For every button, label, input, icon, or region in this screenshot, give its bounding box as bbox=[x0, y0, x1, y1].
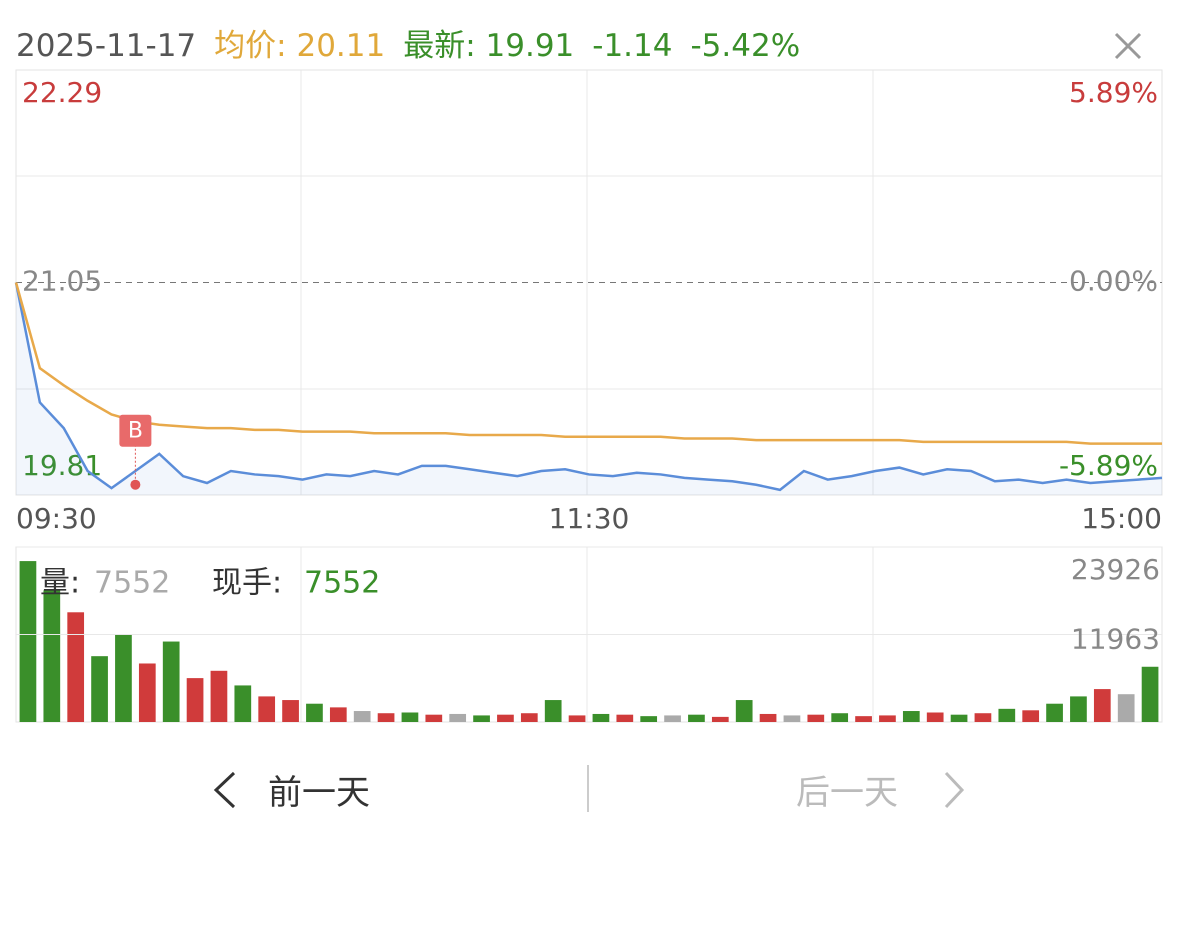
series-line bbox=[14, 282, 1162, 445]
volume-bar bbox=[377, 713, 395, 722]
avg-price: 均价: 20.11 bbox=[214, 28, 386, 64]
volume-label: 量: bbox=[40, 566, 80, 601]
volume-bar bbox=[1070, 696, 1087, 722]
volume-bar bbox=[306, 703, 323, 722]
volume-bar bbox=[1117, 694, 1135, 722]
volume-bar bbox=[91, 656, 108, 722]
change-pct: -5.42% bbox=[690, 28, 801, 64]
volume-bar bbox=[258, 696, 276, 722]
volume-bar bbox=[759, 713, 777, 722]
volume-value: 7552 bbox=[94, 566, 170, 601]
hand-value: 7552 bbox=[304, 566, 380, 601]
volume-bar bbox=[688, 714, 705, 722]
volume-bar bbox=[19, 561, 37, 722]
volume-bar bbox=[783, 715, 801, 722]
y-tick-label: 23926 bbox=[1071, 553, 1160, 586]
next-day[interactable]: 后一天 bbox=[796, 773, 898, 813]
x-tick-label: 15:00 bbox=[1081, 502, 1162, 535]
hand-label: 现手: bbox=[212, 566, 282, 601]
trade-label: B bbox=[128, 419, 143, 444]
volume-bar bbox=[329, 707, 347, 722]
trade-point bbox=[130, 479, 141, 490]
x-tick-label: 09:30 bbox=[16, 502, 97, 535]
date: 2025-11-17 bbox=[16, 28, 197, 64]
volume-bar bbox=[711, 716, 729, 722]
volume-bar bbox=[162, 641, 180, 722]
volume-bar bbox=[879, 715, 896, 722]
volume-bar bbox=[67, 612, 85, 722]
y-tick-label: 22.29 bbox=[22, 76, 102, 109]
volume-bar bbox=[115, 634, 132, 722]
volume-bar bbox=[926, 712, 944, 722]
volume-bar bbox=[902, 711, 920, 722]
volume-bar bbox=[544, 700, 562, 722]
volume-bar bbox=[138, 663, 156, 722]
volume-bar bbox=[640, 716, 658, 722]
volume-bar bbox=[473, 715, 490, 722]
y2-tick-label: 5.89% bbox=[1069, 76, 1158, 109]
volume-bar bbox=[855, 716, 872, 722]
volume-bar bbox=[449, 713, 467, 722]
volume-bar bbox=[210, 670, 228, 722]
volume-bar bbox=[831, 713, 849, 722]
volume-bar bbox=[950, 714, 968, 722]
prev-arrow[interactable] bbox=[213, 771, 236, 809]
prev-day[interactable]: 前一天 bbox=[268, 773, 370, 813]
volume-bar bbox=[43, 590, 61, 722]
volume-bar bbox=[282, 700, 299, 722]
volume-bar bbox=[425, 714, 443, 722]
volume-bar bbox=[664, 715, 681, 722]
volume-bar bbox=[735, 700, 753, 722]
volume-bar bbox=[974, 713, 992, 722]
x-tick-label: 11:30 bbox=[549, 502, 630, 535]
volume-bar bbox=[1093, 689, 1111, 722]
y-tick-label: 11963 bbox=[1071, 623, 1160, 656]
volume-bar bbox=[497, 714, 514, 722]
header: 2025-11-17 均价: 20.11 最新: 19.91 -1.14 -5.42% bbox=[16, 20, 818, 65]
latest-price: 最新: 19.91 bbox=[403, 28, 575, 64]
volume-bar bbox=[1022, 710, 1040, 722]
volume-bar bbox=[1141, 666, 1159, 722]
volume-bar bbox=[520, 713, 538, 722]
volume-bar bbox=[401, 712, 419, 722]
volume-bar bbox=[1046, 703, 1063, 722]
series-line bbox=[14, 282, 1163, 492]
volume-bar bbox=[234, 685, 252, 722]
volume-bar bbox=[353, 711, 371, 722]
volume-bar bbox=[592, 713, 610, 722]
next-arrow[interactable] bbox=[944, 771, 965, 809]
close-button[interactable] bbox=[1114, 32, 1142, 60]
volume-bar bbox=[807, 714, 825, 722]
y2-tick-label: -5.89% bbox=[1059, 449, 1158, 482]
volume-bar bbox=[186, 678, 204, 722]
y-tick-label: 19.81 bbox=[22, 449, 102, 482]
volume-bar bbox=[998, 708, 1016, 722]
y-tick-label: 21.05 bbox=[22, 265, 102, 298]
trade-badge bbox=[119, 414, 152, 447]
y2-tick-label: 0.00% bbox=[1069, 265, 1158, 298]
change: -1.14 bbox=[592, 28, 673, 64]
volume-bar bbox=[568, 715, 586, 722]
volume-bar bbox=[616, 714, 634, 722]
